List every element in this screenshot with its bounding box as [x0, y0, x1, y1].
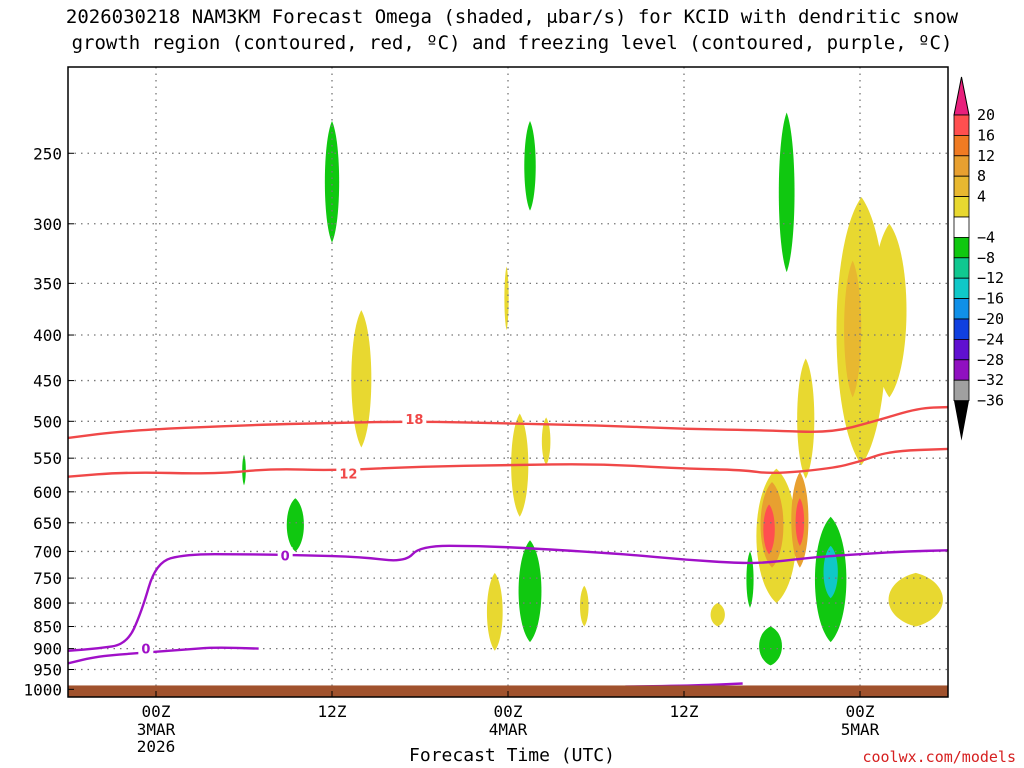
chart-title: 2026030218 NAM3KM Forecast Omega (shaded… [0, 4, 1024, 56]
omega-area-0 [324, 121, 340, 243]
xtick-label-6: 00Z [142, 702, 171, 721]
omega-area-16 [710, 603, 725, 627]
ytick-label-700: 700 [33, 542, 62, 561]
omega-area-10 [351, 310, 372, 448]
colorbar-segment-13 [953, 379, 970, 402]
omega-area-3 [242, 454, 246, 486]
omega-area-15 [579, 585, 589, 627]
colorbar-label-12: −32 [977, 371, 1004, 389]
colorbar-segment-4 [953, 196, 970, 218]
colorbar-segment-5 [953, 216, 970, 238]
colorbar-label-1: 16 [977, 126, 995, 144]
colorbar-segment-3 [953, 175, 970, 197]
omega-area-1 [524, 121, 536, 211]
contour-label-bg-0 [402, 410, 427, 426]
x-axis-label: Forecast Time (UTC) [409, 745, 615, 766]
omega-area-4 [286, 498, 304, 552]
title-line-2: growth region (contoured, red, ºC) and f… [71, 32, 953, 54]
colorbar-segment-0 [953, 114, 970, 136]
omega-area-14 [486, 572, 503, 651]
ytick-label-250: 250 [33, 144, 62, 163]
colorbar-label-8: −16 [977, 290, 1004, 308]
contour-label-bg-3 [138, 640, 154, 656]
omega-area-25 [763, 504, 775, 555]
contour-3 [68, 646, 259, 665]
xtick-label-42: 12Z [670, 702, 699, 721]
ytick-label-450: 450 [33, 372, 62, 391]
omega-area-2 [778, 112, 795, 273]
colorbar-segment-2 [953, 155, 970, 177]
contour-1 [68, 447, 948, 478]
xtick-label-18: 12Z [318, 702, 347, 721]
colorbar-bottom-triangle [954, 400, 969, 441]
omega-area-20 [872, 223, 907, 398]
omega-area-13 [541, 417, 551, 466]
xtick-sub-54-0: 5MAR [841, 720, 880, 739]
colorbar-label-10: −24 [977, 330, 1004, 348]
omega-area-19 [836, 197, 887, 466]
colorbar-label-2: 12 [977, 147, 995, 165]
plot-area: 18 12 0 0 [68, 67, 948, 697]
title-line-1: 2026030218 NAM3KM Forecast Omega (shaded… [65, 6, 959, 28]
colorbar-segment-10 [953, 318, 970, 340]
ytick-label-650: 650 [33, 514, 62, 533]
colorbar-segment-8 [953, 277, 970, 300]
omega-area-5 [518, 540, 542, 643]
colorbar-label-6: −8 [977, 249, 995, 267]
omega-area-21 [888, 572, 943, 627]
credit-text: coolwx.com/models [862, 748, 1016, 766]
omega-area-9 [823, 545, 838, 599]
colorbar-label-3: 8 [977, 167, 986, 185]
ytick-label-550: 550 [33, 449, 62, 468]
colorbar-segment-11 [953, 338, 970, 361]
colorbar-label-5: −4 [977, 228, 995, 246]
omega-area-22 [844, 260, 862, 398]
ytick-label-750: 750 [33, 569, 62, 588]
colorbar-top-triangle [953, 76, 970, 116]
contour-label-0: 18 [405, 413, 423, 428]
contour-label-2: 0 [281, 549, 290, 564]
contour-label-bg-1 [336, 465, 361, 481]
colorbar-label-13: −36 [977, 392, 1004, 410]
colorbar-label-9: −20 [977, 310, 1004, 328]
colorbar-segment-12 [953, 359, 970, 381]
contour-2 [68, 544, 948, 652]
colorbar-segment-6 [953, 236, 970, 259]
ytick-label-500: 500 [33, 412, 62, 431]
omega-area-26 [795, 498, 805, 546]
xtick-label-54: 00Z [846, 702, 875, 721]
ytick-label-600: 600 [33, 483, 62, 502]
ytick-label-400: 400 [33, 326, 62, 345]
colorbar-label-4: 4 [977, 188, 986, 206]
ytick-label-1000: 1000 [23, 680, 62, 699]
omega-area-18 [797, 358, 815, 479]
ytick-label-900: 900 [33, 640, 62, 659]
xtick-sub-30-0: 4MAR [489, 720, 528, 739]
ytick-label-850: 850 [33, 617, 62, 636]
colorbar-segment-7 [953, 257, 970, 279]
xtick-sub-6-0: 3MAR [137, 720, 176, 739]
colorbar-label-0: 20 [977, 106, 995, 124]
colorbar-segment-9 [953, 298, 970, 320]
contour-label-bg-2 [277, 547, 293, 563]
xtick-label-30: 00Z [494, 702, 523, 721]
omega-area-6 [746, 551, 754, 608]
ytick-label-800: 800 [33, 594, 62, 613]
colorbar-segment-1 [953, 134, 970, 157]
colorbar-label-7: −12 [977, 269, 1004, 287]
contour-label-3: 0 [141, 643, 150, 658]
ytick-label-350: 350 [33, 274, 62, 293]
contour-0 [68, 405, 948, 440]
xtick-sub-6-1: 2026 [137, 737, 176, 756]
colorbar-label-11: −28 [977, 351, 1004, 369]
ytick-label-950: 950 [33, 661, 62, 680]
omega-area-7 [759, 626, 782, 666]
ytick-label-300: 300 [33, 215, 62, 234]
contour-label-1: 12 [339, 467, 357, 482]
